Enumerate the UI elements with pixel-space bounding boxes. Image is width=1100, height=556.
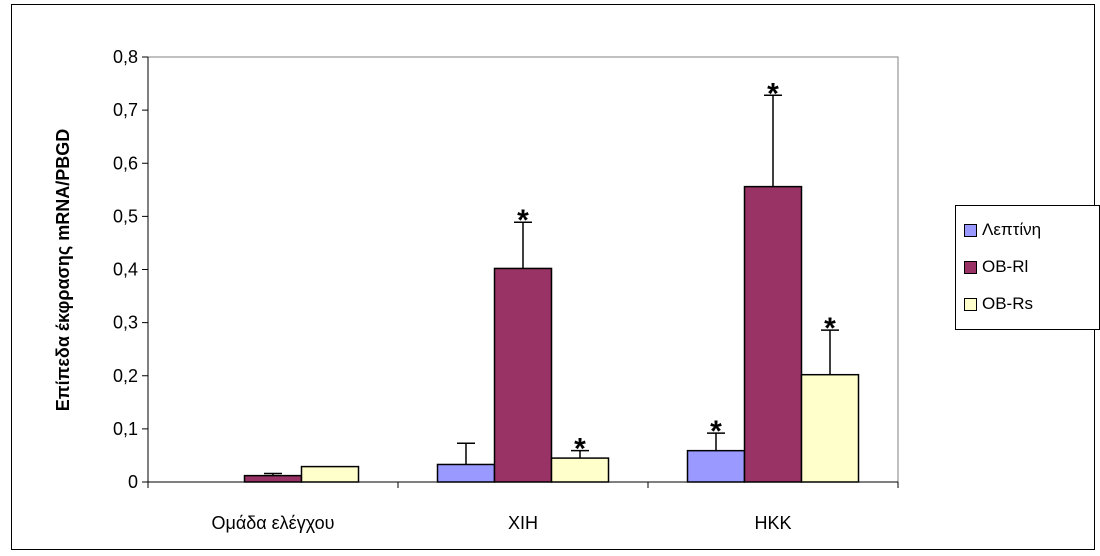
- legend-swatch-ob-rl: [964, 260, 977, 274]
- bar: [300, 465, 360, 483]
- y-tick-label: 0,6: [113, 153, 138, 173]
- y-tick-label: 0: [128, 472, 138, 492]
- y-axis-label-group: Επίπεδα έκφρασης mRNA/PBGD: [53, 129, 73, 411]
- significance-star: *: [574, 433, 586, 466]
- legend-label-ob-rs: OB-Rs: [982, 294, 1033, 313]
- legend-item-leptin: Λεπτίνη: [964, 220, 1041, 240]
- bar: [800, 373, 860, 483]
- bar: [686, 449, 746, 483]
- y-tick-label: 0,4: [113, 260, 138, 280]
- legend-item-ob-rs: OB-Rs: [964, 294, 1033, 314]
- legend-label-leptin: Λεπτίνη: [982, 220, 1042, 239]
- bar: [436, 463, 496, 483]
- y-tick-label: 0,1: [113, 419, 138, 439]
- y-tick-label: 0,3: [113, 313, 138, 333]
- bar: [493, 267, 553, 483]
- x-category-label: XIH: [508, 513, 538, 533]
- x-category-label: HKK: [754, 513, 791, 533]
- legend: Λεπτίνη OB-Rl OB-Rs: [955, 205, 1100, 330]
- x-category-label: Ομάδα ελέγχου: [211, 513, 334, 533]
- plot-area: 0 0,1 0,2 0,3 0,4 0,5 0,6 0,7 0,8 Ομάδα ελέγχου XI…: [113, 47, 899, 533]
- bar: [243, 474, 303, 483]
- legend-swatch-ob-rs: [964, 297, 977, 311]
- legend-label-ob-rl: OB-Rl: [982, 257, 1029, 276]
- legend-item-ob-rl: OB-Rl: [964, 257, 1028, 277]
- significance-star: *: [824, 312, 836, 345]
- significance-star: *: [767, 77, 779, 110]
- y-tick-label: 0,5: [113, 206, 138, 226]
- y-axis-label: Επίπεδα έκφρασης mRNA/PBGD: [53, 129, 73, 411]
- legend-swatch-leptin: [964, 223, 977, 237]
- significance-star: *: [517, 204, 529, 237]
- bar: [743, 185, 803, 483]
- y-tick-label: 0,2: [113, 366, 138, 386]
- significance-star: *: [710, 415, 722, 448]
- y-tick-label: 0,7: [113, 100, 138, 120]
- y-tick-label: 0,8: [113, 47, 138, 67]
